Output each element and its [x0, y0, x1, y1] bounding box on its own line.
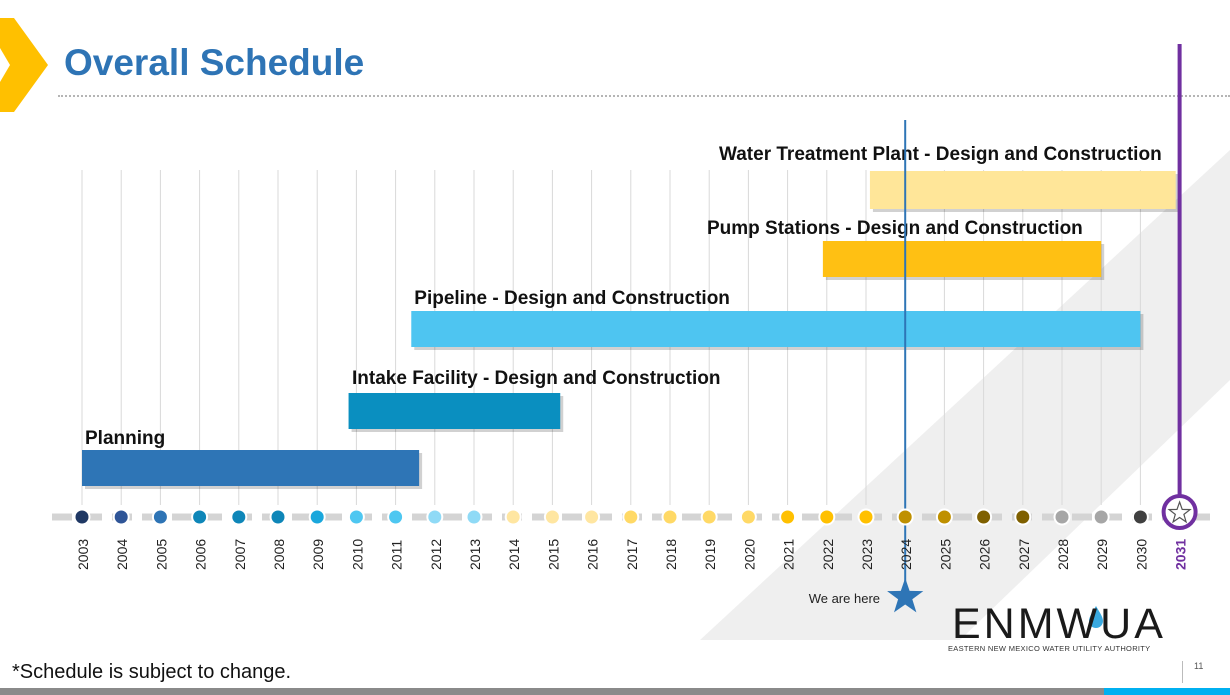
year-label-2018: 2018 [663, 539, 679, 570]
year-dot-2025 [937, 510, 951, 524]
year-label-2026: 2026 [977, 539, 993, 570]
bar-label: Pipeline - Design and Construction [414, 288, 730, 309]
year-label-2027: 2027 [1016, 539, 1032, 570]
bar-label: Water Treatment Plant - Design and Const… [719, 144, 1162, 165]
year-dot-2006 [193, 510, 207, 524]
year-label-2012: 2012 [428, 539, 444, 570]
bar-water-treatment-plant-design-and-construction [869, 171, 1176, 209]
year-dot-2020 [741, 510, 755, 524]
footnote: *Schedule is subject to change. [12, 661, 292, 683]
footer-accent [1104, 688, 1230, 695]
year-label-2029: 2029 [1094, 539, 1110, 570]
year-dot-2011 [389, 510, 403, 524]
year-dot-2023 [859, 510, 873, 524]
page-number-divider [1182, 661, 1183, 683]
water-drop-icon [1089, 606, 1103, 628]
title-chevron-shape [0, 18, 48, 112]
year-label-2006: 2006 [193, 539, 209, 570]
year-dot-2008 [271, 510, 285, 524]
page-title: Overall Schedule [64, 42, 365, 83]
logo-subtitle: EASTERN NEW MEXICO WATER UTILITY AUTHORI… [948, 644, 1151, 653]
year-label-2008: 2008 [271, 539, 287, 570]
logo-wordmark: ENMWUA [952, 600, 1166, 648]
bar-label: Planning [85, 428, 165, 449]
year-dot-2030 [1133, 510, 1147, 524]
year-label-2023: 2023 [859, 539, 875, 570]
year-label-2025: 2025 [937, 539, 953, 570]
year-dot-2009 [310, 510, 324, 524]
year-dot-2019 [702, 510, 716, 524]
year-dot-2022 [820, 510, 834, 524]
year-label-2015: 2015 [545, 539, 561, 570]
we-are-here-star-icon [887, 578, 924, 613]
year-dot-2026 [977, 510, 991, 524]
year-label-2019: 2019 [702, 539, 718, 570]
year-label-2014: 2014 [506, 539, 522, 570]
year-dot-2014 [506, 510, 520, 524]
we-are-here-label: We are here [809, 591, 880, 606]
year-dot-2017 [624, 510, 638, 524]
year-label-2028: 2028 [1055, 539, 1071, 570]
year-label-2005: 2005 [153, 539, 169, 570]
year-dot-2021 [781, 510, 795, 524]
page-number: 11 [1194, 661, 1204, 671]
year-label-2021: 2021 [781, 539, 797, 570]
bar-pump-stations-design-and-construction [822, 241, 1102, 277]
bar-pipeline-design-and-construction [411, 311, 1141, 347]
year-label-2010: 2010 [349, 539, 365, 570]
year-label-2004: 2004 [114, 539, 130, 570]
title-divider [58, 95, 1230, 97]
footer-bar [0, 688, 1230, 695]
year-dot-2029 [1094, 510, 1108, 524]
year-label-2016: 2016 [585, 539, 601, 570]
year-dot-2003 [75, 510, 89, 524]
year-label-2013: 2013 [467, 539, 483, 570]
title-chevron-notch [0, 48, 10, 82]
year-label-2017: 2017 [624, 539, 640, 570]
year-dot-2018 [663, 510, 677, 524]
year-dot-2012 [428, 510, 442, 524]
star-outline-icon [1167, 500, 1192, 524]
bar-planning [82, 450, 420, 486]
year-label-2022: 2022 [820, 539, 836, 570]
year-dot-2027 [1016, 510, 1030, 524]
year-dot-2015 [545, 510, 559, 524]
year-dot-2013 [467, 510, 481, 524]
year-dot-2028 [1055, 510, 1069, 524]
year-label-2031: 2031 [1173, 539, 1189, 570]
year-dot-2004 [114, 510, 128, 524]
year-label-2011: 2011 [389, 540, 405, 570]
year-dot-2010 [349, 510, 363, 524]
bar-intake-facility-design-and-construction [348, 393, 561, 429]
year-dot-2024 [898, 510, 912, 524]
enmwua-logo: ENMWUA EASTERN NEW MEXICO WATER UTILITY … [946, 600, 1202, 656]
year-dot-2016 [585, 510, 599, 524]
year-label-2009: 2009 [310, 539, 326, 570]
year-dot-2005 [153, 510, 167, 524]
bar-label: Pump Stations - Design and Construction [707, 218, 1083, 239]
year-label-2007: 2007 [232, 539, 248, 570]
year-dot-2007 [232, 510, 246, 524]
year-label-2030: 2030 [1133, 539, 1149, 570]
year-label-2020: 2020 [741, 539, 757, 570]
year-label-2003: 2003 [75, 539, 91, 570]
year-label-2024: 2024 [898, 539, 914, 570]
bar-label: Intake Facility - Design and Constructio… [352, 368, 720, 389]
